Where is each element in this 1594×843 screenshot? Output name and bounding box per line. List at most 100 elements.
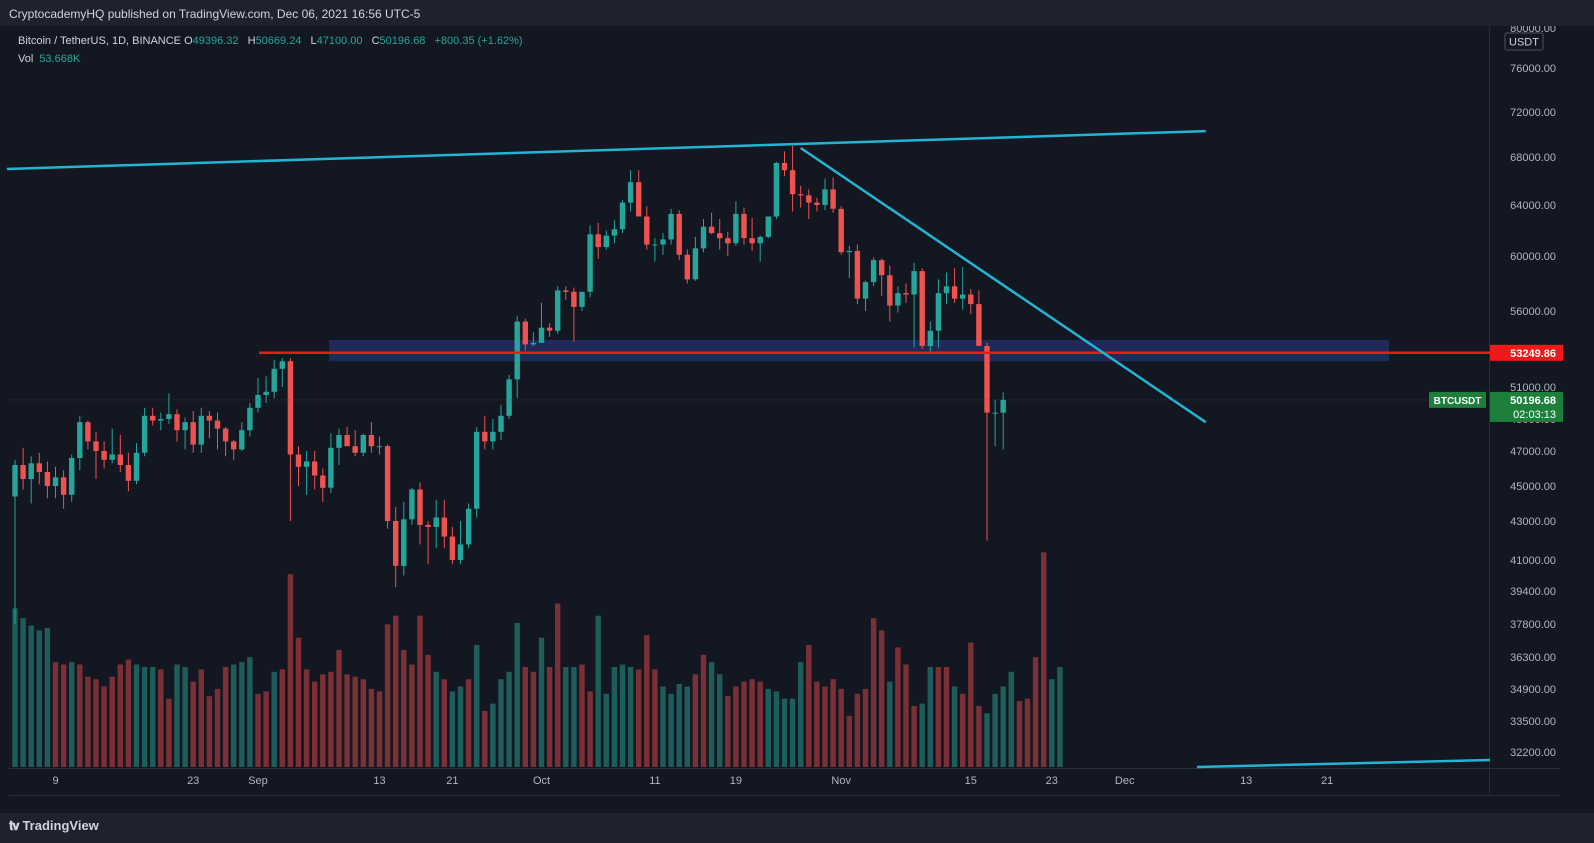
time-tick-label: 23 — [1046, 775, 1058, 787]
volume-bar — [927, 667, 933, 767]
candle-body — [846, 250, 852, 253]
open-label: O — [184, 35, 193, 47]
volume-bar — [984, 713, 990, 767]
candle-body — [911, 271, 917, 295]
volume-bar — [206, 696, 213, 767]
volume-bar — [52, 662, 59, 767]
time-tick-label: 13 — [1240, 775, 1252, 787]
candle-body — [465, 508, 472, 545]
volume-bar — [903, 664, 909, 767]
candle-body — [546, 327, 553, 331]
volume-bar — [360, 679, 366, 767]
time-tick-label: 15 — [965, 775, 977, 787]
volume-bar — [992, 693, 998, 767]
volume-bar — [231, 664, 237, 767]
volume-bar — [514, 623, 520, 767]
volume-bar — [571, 667, 577, 767]
candle-body — [360, 435, 366, 453]
candle-series — [12, 145, 1006, 624]
candle-body — [222, 428, 229, 442]
volume-bar — [401, 649, 407, 767]
candle-body — [660, 239, 666, 245]
volume-bar — [579, 664, 585, 767]
lower-channel-trendline — [1196, 758, 1491, 769]
volume-bar — [368, 688, 375, 767]
candle-body — [287, 361, 294, 455]
candle-body — [166, 414, 172, 419]
candle-body — [806, 195, 812, 203]
candle-body — [198, 415, 204, 445]
time-tick-label: 9 — [52, 775, 58, 787]
symbol-legend[interactable]: Bitcoin / TetherUS, 1D, BINANCE O49396.3… — [18, 35, 529, 47]
symbol-tag-label: BTCUSDT — [1434, 396, 1482, 407]
volume-bar — [976, 706, 982, 767]
candle-body — [636, 182, 642, 217]
vol-value: 53.668K — [39, 53, 81, 65]
price-tick-label: 32200.00 — [1510, 747, 1556, 759]
volume-bar — [538, 637, 545, 767]
volume-bar — [822, 686, 828, 767]
volume-bar — [312, 681, 318, 767]
candle-body — [312, 461, 318, 476]
candle-body — [206, 415, 213, 421]
level-price-tag — [1490, 344, 1563, 361]
candle-body — [295, 454, 302, 467]
volume-bar — [636, 669, 642, 767]
candle-body — [52, 477, 59, 487]
volume-bar — [441, 679, 447, 767]
volume-bar — [611, 667, 618, 767]
candle-body — [101, 451, 107, 460]
volume-bar — [692, 674, 699, 767]
candle-body — [725, 238, 731, 244]
candle-body — [109, 454, 115, 460]
volume-bar — [214, 688, 221, 767]
time-tick-label: 13 — [373, 775, 385, 787]
candle-body — [344, 435, 350, 447]
volume-bar — [328, 671, 334, 767]
volume-bar — [749, 679, 755, 767]
volume-bar — [838, 688, 844, 767]
volume-bar — [1024, 698, 1031, 767]
candle-body — [117, 454, 123, 465]
time-tick-label: Oct — [533, 775, 550, 787]
candle-body — [77, 422, 83, 458]
candle-body — [498, 415, 504, 432]
candle-body — [303, 461, 310, 467]
volume-bar — [263, 691, 269, 767]
candle-body — [174, 414, 180, 431]
candle-body — [182, 422, 188, 431]
candle-body — [571, 291, 577, 307]
volume-bar — [546, 667, 553, 767]
volume-bar — [708, 662, 715, 767]
candle-body — [44, 472, 51, 486]
volume-bar — [166, 698, 172, 767]
tradingview-logo[interactable]: 𝐭𝐯 TradingView — [9, 818, 99, 834]
candle-body — [741, 213, 747, 239]
price-tick-label: 43000.00 — [1510, 516, 1556, 528]
high-label: H — [247, 35, 256, 47]
volume-legend[interactable]: Vol 53.668K — [18, 53, 80, 65]
candle-body — [514, 321, 520, 380]
price-tick-label: 51000.00 — [1510, 382, 1556, 394]
open-value: 49396.32 — [192, 35, 239, 47]
candle-body — [652, 244, 658, 246]
candle-body — [927, 330, 933, 346]
candle-body — [838, 208, 844, 253]
price-tick-label: 68000.00 — [1510, 152, 1556, 164]
plot-area — [9, 27, 1489, 768]
volume-bar — [700, 654, 707, 767]
candle-body — [765, 216, 771, 237]
candle-body — [401, 519, 407, 566]
candle-body — [976, 304, 982, 346]
candle-body — [449, 536, 456, 560]
candle-body — [879, 260, 885, 276]
price-tick-label: 72000.00 — [1510, 107, 1556, 119]
candle-body — [935, 293, 942, 331]
candle-body — [708, 226, 715, 234]
candle-body — [870, 260, 877, 283]
publish-header: CryptocademyHQ published on TradingView.… — [0, 0, 1594, 26]
candle-body — [668, 213, 674, 240]
volume-bar — [1041, 552, 1047, 767]
